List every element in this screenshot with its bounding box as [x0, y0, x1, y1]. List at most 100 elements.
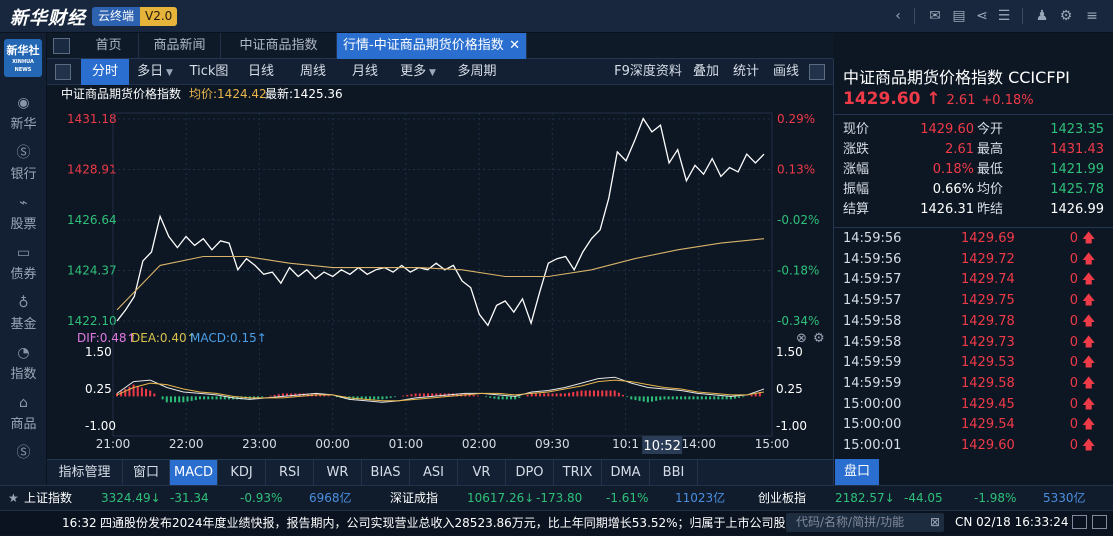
pct-tick-label: -0.34% — [777, 314, 819, 328]
indicator-kdj[interactable]: KDJ — [218, 460, 266, 486]
toolbar-overlay[interactable]: 叠加 — [692, 64, 719, 79]
tick-row: 14:59:59 1429.53 0 🡅 — [834, 353, 1113, 374]
arrow-up-icon: 🡅 — [1082, 375, 1096, 391]
tick-time: 14:59:57 — [843, 272, 902, 288]
tab-pankou[interactable]: 盘口 — [835, 459, 879, 485]
toolbar-f9-info[interactable]: F9深度资料 — [614, 64, 682, 79]
tick-row: 14:59:56 1429.72 0 🡅 — [834, 250, 1113, 271]
indicator-dpo[interactable]: DPO — [506, 460, 554, 486]
last-price-label: 最新:1425.36 — [265, 87, 343, 101]
sidebar-item-more[interactable]: Ⓢ — [0, 443, 47, 491]
sidebar-item-stock[interactable]: ⌁ 股票 — [0, 193, 47, 241]
indicator-bias[interactable]: BIAS — [362, 460, 410, 486]
skin-icon[interactable]: ♟ — [1035, 8, 1049, 24]
indicator-window[interactable]: 窗口 — [123, 460, 170, 486]
quote-value: 1431.43 — [1050, 142, 1104, 157]
indicator-wr[interactable]: WR — [314, 460, 362, 486]
index-value: 3324.49↓ — [101, 486, 161, 511]
expand-right-icon[interactable] — [809, 64, 825, 80]
index-name[interactable]: 上证指数 — [24, 491, 73, 505]
toolbar-multiday[interactable]: 多日 ▼ — [131, 59, 179, 85]
index-name[interactable]: 深证成指 — [390, 491, 439, 505]
index-name[interactable]: 创业板指 — [758, 491, 807, 505]
x-tick-label: 09:30 — [535, 437, 570, 451]
macd-tick-label-right: 1.50 — [776, 345, 803, 359]
indicator-macd[interactable]: MACD — [170, 460, 218, 486]
indicator-manage[interactable]: 指标管理 — [47, 460, 123, 486]
pct-tick-label: 0.29% — [777, 112, 815, 126]
cloud-terminal-badge[interactable]: 云终端 V2.0 — [92, 7, 178, 26]
sidebar-item-bank[interactable]: Ⓢ 银行 — [0, 143, 47, 191]
news-text[interactable]: 四通股份发布2024年度业绩快报，报告期内，公司实现营业总收入28523.86万… — [100, 516, 790, 530]
tick-price: 1429.45 — [961, 396, 1015, 412]
toolbar-draw[interactable]: 画线 — [772, 64, 799, 79]
indicator-trix[interactable]: TRIX — [554, 460, 602, 486]
arrow-up-icon: 🡅 — [1082, 293, 1096, 309]
tick-price: 1429.73 — [961, 334, 1015, 350]
indicator-tabs: 指标管理 窗口 MACD KDJ RSI WR BIAS ASI VR DPO … — [47, 459, 833, 486]
chart-area[interactable]: 1431.18 0.29% 1428.91 0.13% 1426.64 -0.02% 142… — [47, 103, 833, 458]
menu-icon[interactable]: ≡ — [1086, 8, 1098, 24]
quote-row: 振幅 0.66% 均价 1425.78 — [834, 180, 1113, 200]
sidebar-item-commodity[interactable]: ⌂ 商品 — [0, 393, 47, 441]
sidebar-item-fund[interactable]: ♁ 基金 — [0, 293, 47, 341]
x-tick-label: 14:00 — [681, 437, 716, 451]
close-icon: ⊗ — [796, 331, 807, 346]
indicator-rsi[interactable]: RSI — [266, 460, 314, 486]
tick-price: 1429.72 — [961, 251, 1015, 267]
indicator-bbi[interactable]: BBI — [650, 460, 698, 486]
toolbar-stats[interactable]: 统计 — [732, 64, 759, 79]
index-icon: ◔ — [17, 345, 30, 361]
indicator-asi[interactable]: ASI — [410, 460, 458, 486]
toolbar-monthly[interactable]: 月线 — [351, 64, 378, 79]
sidebar-item-bond[interactable]: ▭ 债券 — [0, 243, 47, 291]
toolbar-tick[interactable]: Tick图 — [189, 64, 229, 79]
tab-csi-commodity-index[interactable]: 中证商品指数 — [221, 33, 337, 59]
tick-volume: 0 — [1069, 313, 1078, 329]
indicator-dma[interactable]: DMA — [602, 460, 650, 486]
close-icon[interactable]: ✕ — [509, 38, 520, 53]
arrow-up-icon: 🡅 — [1082, 355, 1096, 371]
tick-time: 14:59:59 — [843, 375, 902, 391]
version-badge: V2.0 — [140, 7, 178, 26]
quote-panel: 中证商品期货价格指数 CCICFPI 1429.60 ↑ 2.61 +0.18%… — [833, 59, 1113, 485]
mail-icon[interactable]: ✉ — [929, 8, 941, 24]
chat-icon[interactable]: ▤ — [952, 8, 966, 24]
search-input[interactable]: 代码/名称/简拼/功能 ⊠ — [786, 513, 944, 532]
chart-info-line: 中证商品期货价格指数 均价:1424.42 最新:1425.36 — [47, 85, 833, 103]
arrow-up-icon: 🡅 — [1082, 251, 1096, 267]
tab-commodity-news[interactable]: 商品新闻 — [139, 33, 221, 59]
intraday-chart[interactable]: 1431.18 0.29% 1428.91 0.13% 1426.64 -0.02% 142… — [47, 103, 833, 458]
tick-volume: 0 — [1069, 438, 1078, 453]
search-icon[interactable]: ⊠ — [929, 515, 940, 529]
sidebar-item-index[interactable]: ◔ 指数 — [0, 343, 47, 391]
screenshot-icon[interactable] — [1072, 515, 1087, 529]
indicator-vr[interactable]: VR — [458, 460, 506, 486]
tab-home[interactable]: 首页 — [79, 33, 139, 59]
pct-tick-label: -0.02% — [777, 213, 819, 227]
sidebar-label: 银行 — [10, 167, 37, 182]
window-icon[interactable] — [1092, 515, 1107, 529]
star-icon[interactable]: ★ — [8, 491, 19, 505]
toolbar-weekly[interactable]: 周线 — [299, 64, 326, 79]
tick-volume: 0 — [1069, 396, 1078, 412]
tick-volume: 0 — [1069, 334, 1078, 350]
tick-volume: 0 — [1069, 251, 1078, 267]
back-icon[interactable]: ‹ — [895, 8, 901, 24]
toolbar-daily[interactable]: 日线 — [247, 64, 274, 79]
quote-row: 结算 1426.31 昨结 1426.99 — [834, 200, 1113, 220]
index-change-pct: -1.98% — [974, 491, 1017, 505]
toolbar-intraday[interactable]: 分时 — [81, 59, 129, 85]
tick-volume: 0 — [1069, 375, 1078, 391]
panel-toggle-icon[interactable] — [53, 38, 70, 54]
list-icon[interactable]: ☰ — [997, 8, 1011, 24]
xinhua-logo[interactable]: 新华社 XINHUA NEWS — [4, 39, 42, 77]
toolbar-label: 更多 — [400, 64, 427, 79]
gear-icon[interactable]: ⚙ — [1059, 8, 1073, 24]
toolbar-multi-period[interactable]: 多周期 — [457, 64, 497, 79]
share-icon[interactable]: ⋖ — [976, 8, 988, 24]
tab-quote-active[interactable]: 行情-中证商品期货价格指数 ✕ — [337, 33, 527, 59]
toolbar-more[interactable]: 更多 ▼ — [395, 59, 441, 85]
expand-left-icon[interactable] — [55, 64, 71, 80]
sidebar-item-xinhua[interactable]: ◉ 新华 — [0, 93, 47, 141]
